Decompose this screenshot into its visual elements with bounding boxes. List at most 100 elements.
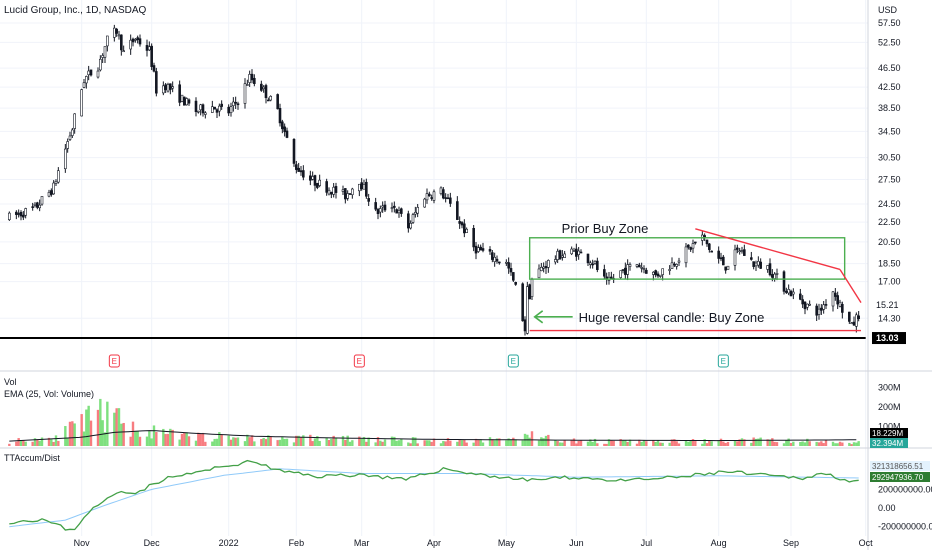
volume-bar	[743, 439, 746, 446]
volume-bar	[605, 443, 608, 446]
volume-ema-label: EMA (25, Vol: Volume)	[4, 389, 94, 399]
prior-buy-zone-label: Prior Buy Zone	[562, 221, 649, 236]
volume-bar	[178, 439, 181, 446]
accum-dist-pane	[9, 459, 859, 531]
candle-body	[677, 260, 681, 263]
price-axis-tick-label: 38.50	[878, 103, 901, 113]
volume-bar	[40, 437, 44, 446]
volume-bar	[838, 441, 842, 446]
candle-body	[817, 308, 821, 315]
candle-body	[180, 94, 184, 102]
volume-bar	[381, 441, 384, 446]
candle-body	[262, 86, 265, 89]
volume-bar	[267, 435, 270, 446]
candle-body	[542, 266, 545, 269]
earnings-marker	[353, 354, 365, 368]
volume-bar	[554, 440, 557, 446]
volume-bar	[850, 444, 853, 446]
volume-bar	[33, 438, 37, 446]
candle-body	[642, 268, 646, 270]
volume-bar	[187, 436, 191, 446]
chart-title: Lucid Group, Inc., 1D, NASDAQ	[4, 5, 147, 16]
candle-body	[691, 243, 695, 249]
volume-bar	[57, 440, 60, 446]
volume-bar	[164, 434, 167, 446]
volume-bar	[276, 440, 279, 446]
candle-body	[456, 201, 459, 220]
volume-bar	[313, 438, 317, 446]
reversal-candle-label: Huge reversal candle: Buy Zone	[579, 310, 765, 325]
volume-bar	[262, 437, 265, 446]
candle-body	[218, 105, 221, 112]
time-axis-tick-label: Nov	[74, 538, 91, 548]
candle-body	[589, 262, 592, 265]
volume-bar	[234, 437, 237, 446]
candle-body	[38, 204, 41, 209]
candle-body	[47, 192, 51, 197]
candle-body	[115, 28, 118, 34]
volume-bar	[416, 443, 419, 446]
time-axis-tick-label: Oct	[859, 538, 874, 548]
candle-body	[276, 94, 279, 110]
volume-bar	[393, 436, 396, 446]
volume-bar	[654, 441, 657, 446]
volume-bar	[362, 436, 366, 446]
volume-bar	[558, 442, 562, 446]
candle-body	[799, 293, 802, 300]
candle-body	[540, 267, 543, 272]
candle-body	[213, 106, 216, 110]
volume-bar	[831, 441, 835, 446]
candle-body	[505, 261, 508, 264]
candle-body	[645, 269, 648, 274]
volume-bar	[505, 440, 508, 446]
volume-bar	[334, 437, 338, 446]
earnings-marker	[717, 354, 729, 368]
volume-bar	[185, 432, 188, 446]
time-axis-tick-label: May	[498, 538, 516, 548]
volume-bar	[785, 440, 788, 446]
volume-bar	[757, 438, 760, 446]
time-axis-tick-label: Apr	[427, 538, 441, 548]
volume-bar	[689, 439, 692, 446]
accum-axis-tick-label: 200000000.00	[878, 484, 932, 494]
candle-body	[150, 45, 153, 67]
candle-body	[750, 257, 753, 260]
price-axis-tick-label: 18.50	[878, 259, 901, 269]
volume-bar	[201, 432, 205, 446]
candle-body	[365, 181, 368, 197]
candle-body	[313, 175, 317, 186]
volume-bar	[325, 437, 328, 446]
candle-body	[619, 270, 622, 278]
volume-bar	[736, 441, 739, 446]
candle-body	[782, 271, 786, 292]
candle-body	[530, 279, 534, 297]
price-axis-tick-label: 22.50	[878, 217, 901, 227]
candle-body	[166, 84, 170, 92]
price-axis-tick-label: 20.50	[878, 237, 901, 247]
volume-bar	[824, 440, 828, 446]
candle-body	[512, 272, 515, 281]
candle-body	[694, 241, 697, 244]
volume-bar	[376, 437, 380, 446]
volume-bar	[472, 442, 475, 446]
candle-body	[253, 77, 256, 84]
volume-bar	[726, 441, 730, 446]
volume-bar	[792, 441, 795, 446]
candle-body	[292, 139, 296, 164]
candle-body	[348, 193, 352, 195]
volume-bar	[428, 440, 431, 446]
candle-body	[50, 190, 53, 195]
candle-body	[330, 191, 333, 195]
volume-bar	[803, 442, 807, 446]
volume-bar	[260, 439, 263, 446]
candle-body	[332, 186, 335, 195]
volume-bar	[243, 441, 247, 446]
candle-body	[491, 252, 494, 260]
volume-bar	[661, 442, 664, 446]
candle-body	[507, 262, 510, 269]
candle-body	[267, 99, 270, 102]
candle-body	[171, 86, 174, 89]
volume-bar	[52, 441, 55, 446]
annotations: Prior Buy Zone Huge reversal candle: Buy …	[0, 221, 866, 340]
